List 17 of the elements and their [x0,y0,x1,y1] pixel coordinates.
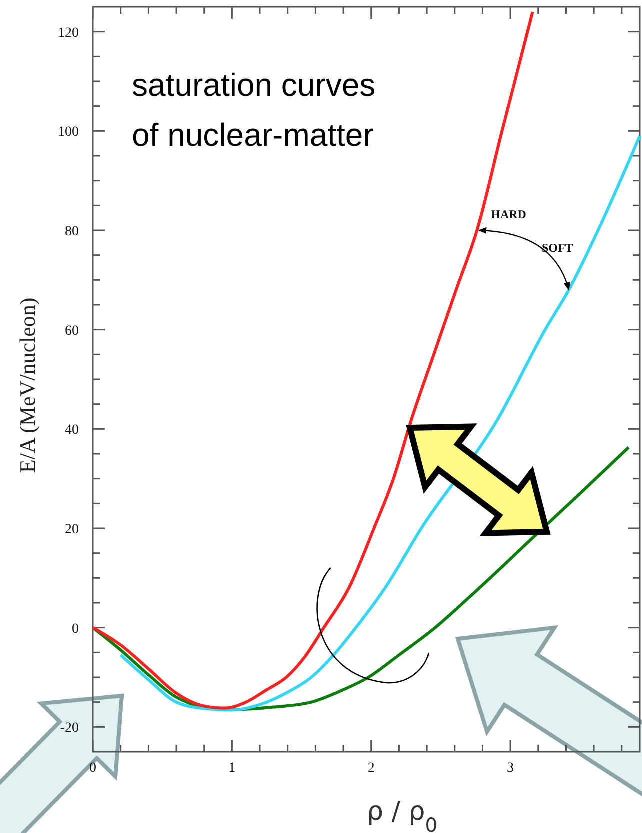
y-tick-label: 60 [65,324,79,339]
y-tick-label: 100 [58,125,79,140]
y-tick-label: 20 [65,522,79,538]
y-tick-label: 40 [65,423,79,438]
y-tick-label: 120 [58,26,79,41]
annotation: SOFT [542,241,574,256]
y-axis-title: E/A (MeV/nucleon) [15,298,40,474]
x-tick-label: 2 [368,761,375,776]
y-tick-label: 0 [72,622,79,637]
y-tick-label: 80 [65,224,79,240]
x-tick-label: 1 [228,761,236,776]
x-axis-title: ρ / ρ$_{0}$ [366,797,438,833]
y-tick-label: -20 [60,721,79,736]
annotation: HARD [491,208,527,222]
text: saturation curves of nuclear-matter [132,67,376,153]
x-tick-label: 0 [90,761,96,776]
x-tick-label: 3 [507,761,514,776]
